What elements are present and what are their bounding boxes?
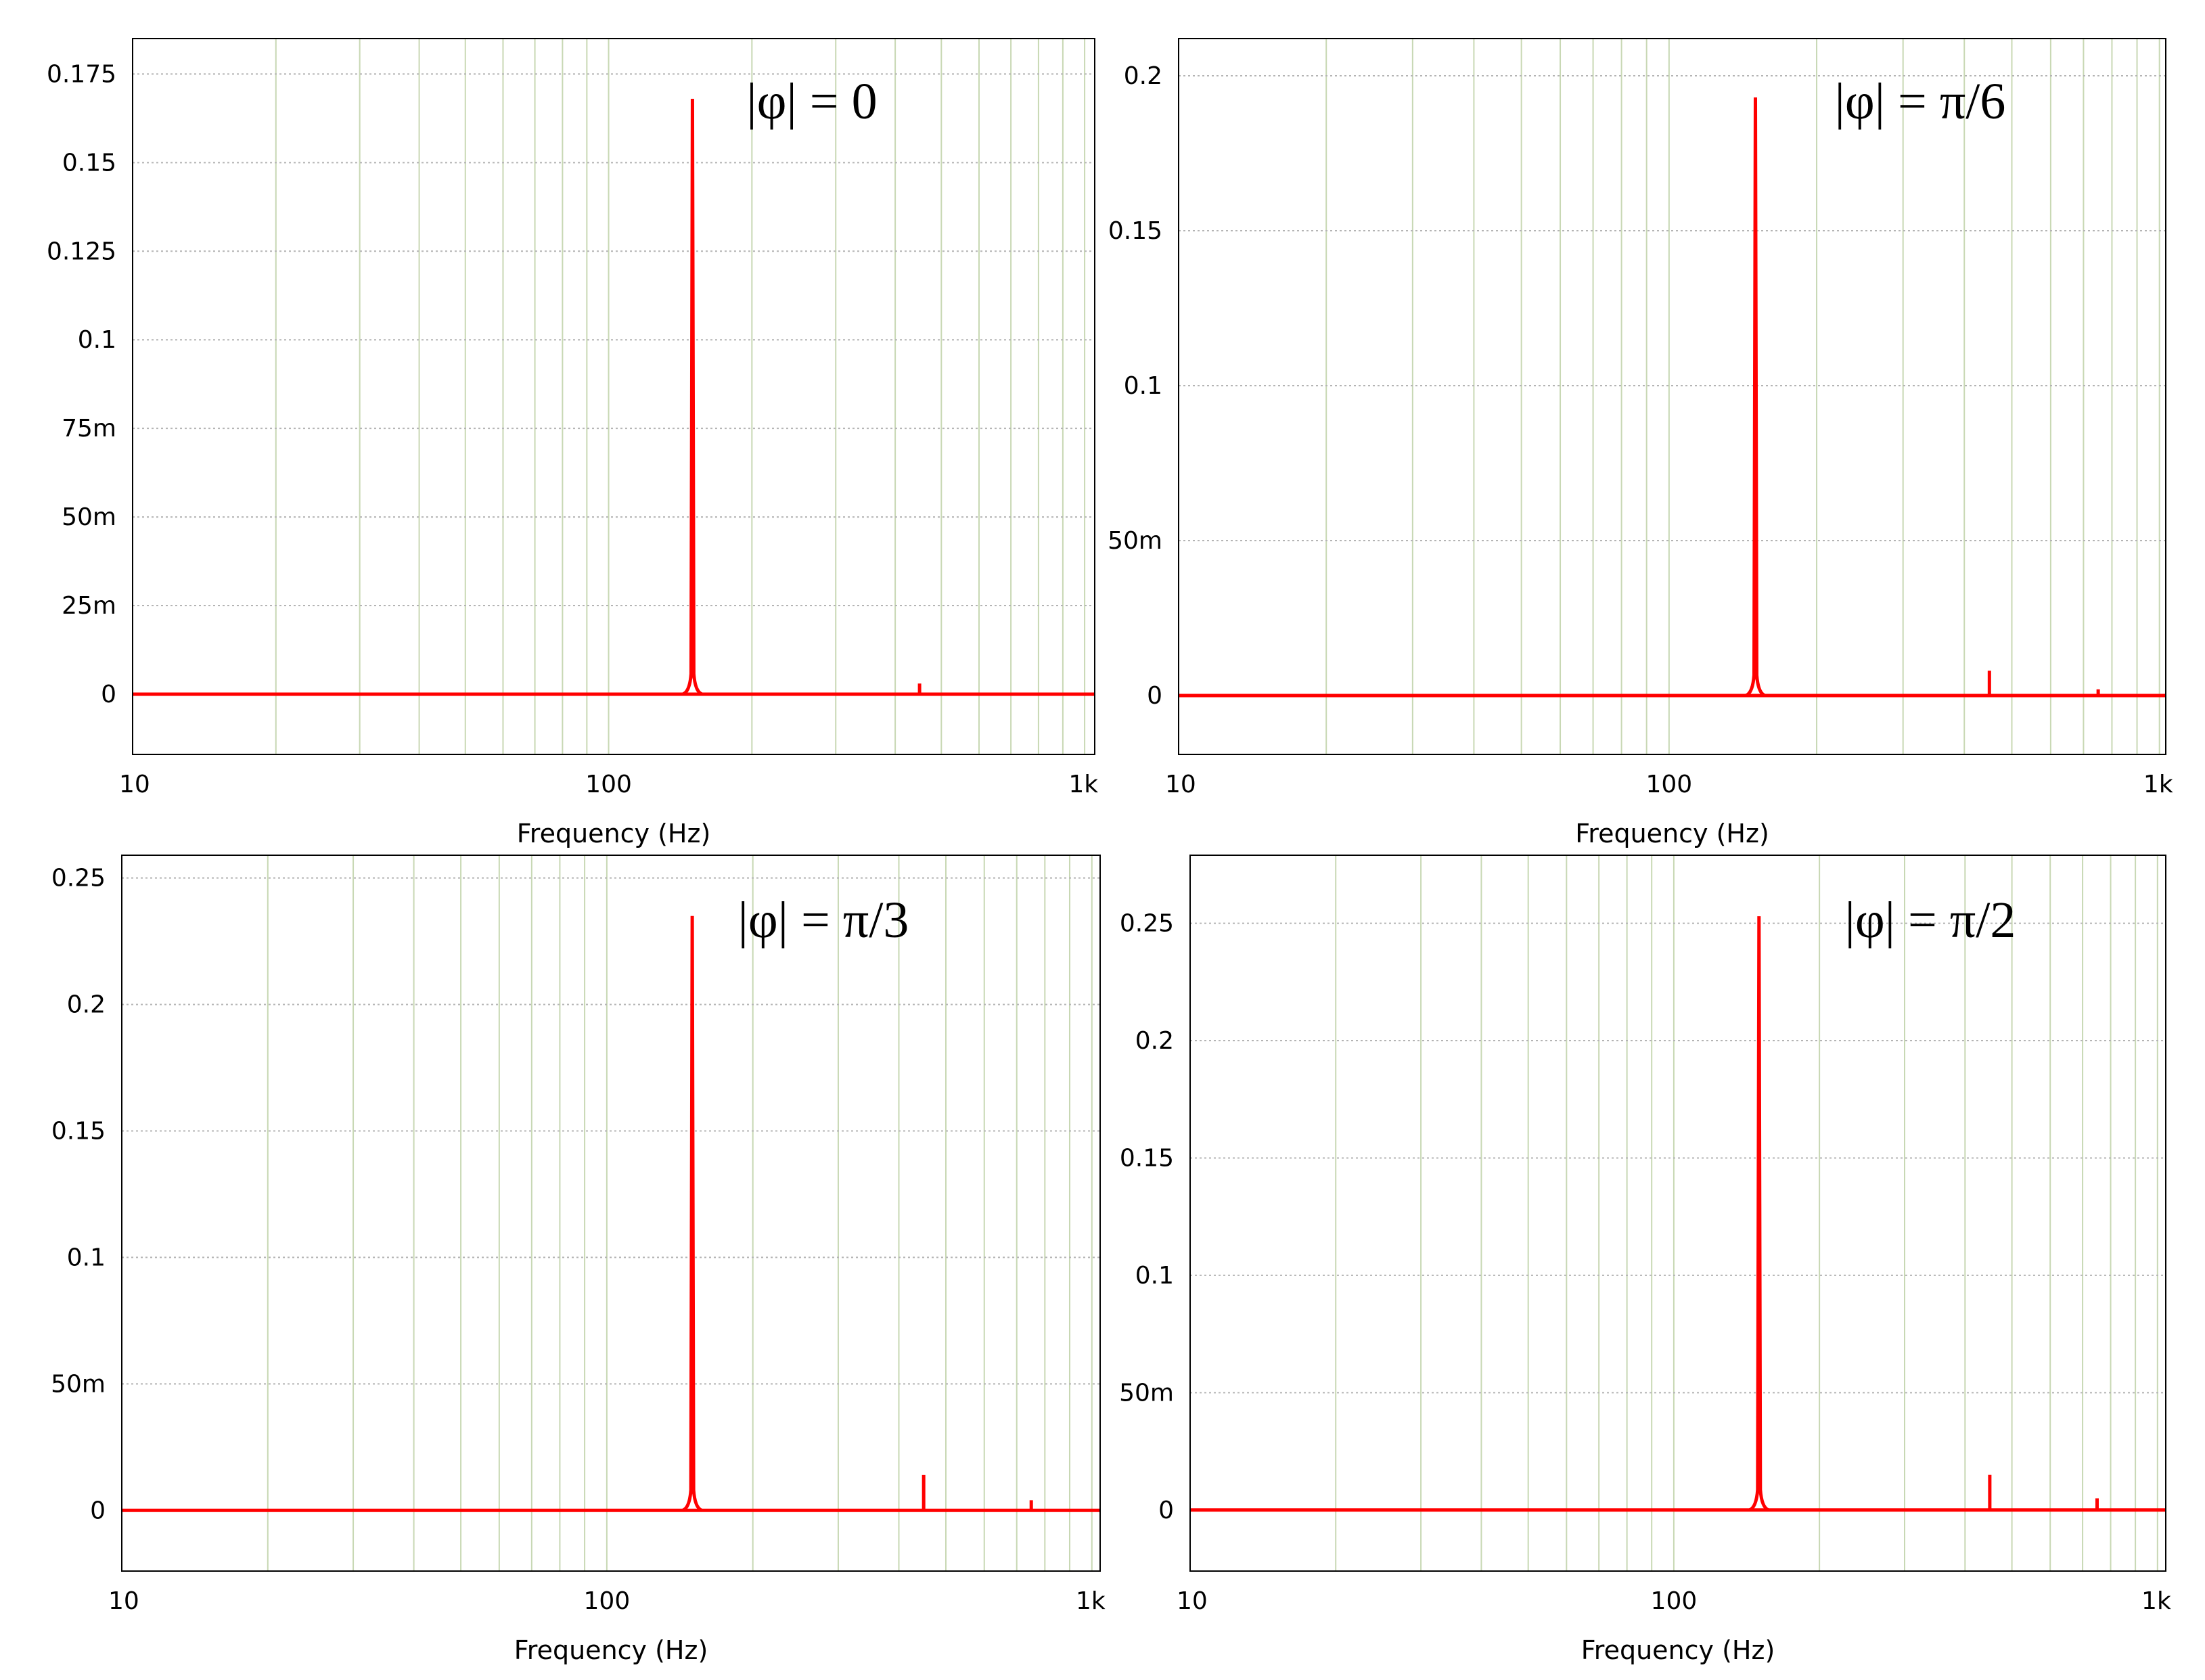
- y-tick-label: 0.15: [1108, 217, 1162, 245]
- y-tick-label: 0.1: [1124, 372, 1162, 400]
- fundamental-peak: [1748, 916, 1770, 1512]
- y-tick-label: 0.15: [51, 1117, 106, 1145]
- y-tick-label: 50m: [62, 503, 116, 531]
- y-tick-label: 0.15: [62, 149, 116, 177]
- y-tick-label: 0.15: [1120, 1144, 1174, 1172]
- phase-annotation: |φ| = π/2: [1845, 892, 2016, 949]
- y-tick-label: 0.175: [47, 60, 116, 88]
- chart-panel-1: 0 25m 50m 75m 0.1 0.125 0.15 0.175 10 100 1k Freque…: [47, 38, 1098, 848]
- phase-annotation: |φ| = 0: [746, 73, 877, 130]
- y-tick-label: 0.1: [1135, 1262, 1174, 1290]
- y-tick-label: 0.1: [67, 1244, 106, 1271]
- x-tick-label: 1k: [2143, 771, 2173, 798]
- x-tick-label: 100: [1651, 1587, 1698, 1615]
- x-axis-label: Frequency (Hz): [1581, 1635, 1775, 1665]
- x-tick-label: 10: [1165, 771, 1196, 798]
- y-tick-label: 50m: [1119, 1379, 1174, 1407]
- y-tick-label: 50m: [1108, 527, 1162, 555]
- y-tick-label: 0: [90, 1497, 106, 1524]
- chart-panel-4: 0 50m 0.1 0.15 0.2 0.25 10 100 1k Frequency (Hz) |…: [1119, 855, 2171, 1665]
- x-tick-label: 10: [108, 1587, 139, 1615]
- y-tick-label: 0.25: [1120, 910, 1174, 938]
- y-tick-label: 0.25: [51, 865, 106, 892]
- x-axis-label: Frequency (Hz): [514, 1635, 708, 1665]
- phase-annotation: |φ| = π/6: [1835, 73, 2006, 130]
- chart-panel-2: 0 50m 0.1 0.15 0.2 10 100 1k Frequency (Hz) |φ| =…: [1108, 38, 2173, 848]
- y-tick-label: 0.2: [1124, 62, 1162, 90]
- phase-annotation: |φ| = π/3: [738, 892, 909, 949]
- plot-frame: [132, 38, 1095, 755]
- y-tick-label: 0: [101, 681, 116, 708]
- y-tick-label: 75m: [62, 415, 116, 442]
- x-tick-label: 1k: [1076, 1587, 1106, 1615]
- x-tick-label: 100: [1645, 771, 1692, 798]
- x-tick-label: 10: [1177, 1587, 1208, 1615]
- y-tick-label: 0.2: [1135, 1027, 1174, 1055]
- x-tick-label: 10: [119, 771, 150, 798]
- fundamental-peak: [682, 99, 703, 696]
- y-tick-label: 0: [1147, 682, 1162, 710]
- x-axis-label: Frequency (Hz): [517, 819, 711, 848]
- x-tick-label: 1k: [2141, 1587, 2171, 1615]
- x-axis-label: Frequency (Hz): [1575, 819, 1769, 848]
- fundamental-peak: [681, 915, 703, 1512]
- chart-panel-3: 0 50m 0.1 0.15 0.2 0.25 10 100 1k Frequency (Hz) |…: [51, 855, 1106, 1665]
- y-tick-label: 0: [1158, 1497, 1174, 1524]
- y-tick-label: 25m: [62, 592, 116, 620]
- x-tick-label: 100: [585, 771, 632, 798]
- y-tick-label: 0.1: [78, 326, 116, 354]
- y-tick-label: 0.2: [67, 991, 106, 1019]
- plot-frame: [121, 855, 1101, 1572]
- y-tick-label: 0.125: [47, 237, 116, 265]
- x-tick-label: 1k: [1068, 771, 1098, 798]
- y-tick-label: 50m: [51, 1370, 106, 1398]
- plot-frame: [1178, 38, 2166, 755]
- x-tick-label: 100: [584, 1587, 631, 1615]
- plot-frame: [1189, 855, 2166, 1572]
- fundamental-peak: [1745, 97, 1766, 698]
